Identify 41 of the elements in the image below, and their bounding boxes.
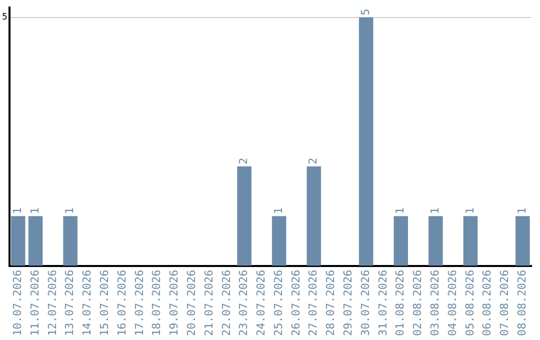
x-tick-label: 31.07.2026 [376,270,390,336]
data-label: 5 [358,8,372,16]
data-label: 1 [28,207,42,214]
x-tick-label: 26.07.2026 [289,270,302,336]
data-label: 1 [394,207,407,214]
x-tick-label: 12.07.2026 [46,270,59,336]
x-tick-label: 25.07.2026 [272,270,285,336]
x-tick-label: 19.07.2026 [168,270,181,336]
x-tick-label: 23.07.2026 [237,270,250,336]
x-tick-label: 14.07.2026 [80,270,94,336]
x-tick-label: 05.08.2026 [463,270,476,336]
data-label: 1 [516,207,529,214]
x-tick-label: 17.07.2026 [132,270,146,336]
x-tick-label: 03.08.2026 [428,270,442,336]
x-tick-label: 13.07.2026 [63,270,76,336]
x-tick-label: 24.07.2026 [254,270,268,336]
data-label: 1 [428,207,442,214]
x-tick-label: 10.07.2026 [10,270,24,336]
x-tick-label: 18.07.2026 [150,270,164,336]
x-tick-label: 06.08.2026 [480,270,494,336]
x-tick-label: 04.08.2026 [446,270,459,336]
x-tick-label: 29.07.2026 [342,270,355,336]
x-tick-label: 16.07.2026 [115,270,128,336]
data-label: 1 [63,207,76,214]
data-label: 2 [306,158,320,164]
x-tick-label: 02.08.2026 [411,270,424,336]
x-tick-label: 20.07.2026 [184,270,198,336]
x-tick-label: 11.07.2026 [28,270,42,336]
x-tick-label: 15.07.2026 [98,270,111,336]
x-tick-label: 28.07.2026 [324,270,338,336]
x-tick-label: 21.07.2026 [202,270,216,336]
data-label: 1 [463,207,476,214]
x-tick-label: 27.07.2026 [306,270,320,336]
x-tick-label: 01.08.2026 [394,270,407,336]
x-tick-label: 07.08.2026 [498,270,512,336]
data-label: 2 [237,158,250,164]
x-tick-label: 30.07.2026 [358,270,372,336]
data-label: 1 [10,207,24,214]
x-tick-label: 08.08.2026 [516,270,529,336]
x-tick-label: 22.07.2026 [220,270,233,336]
data-label: 1 [272,207,285,214]
